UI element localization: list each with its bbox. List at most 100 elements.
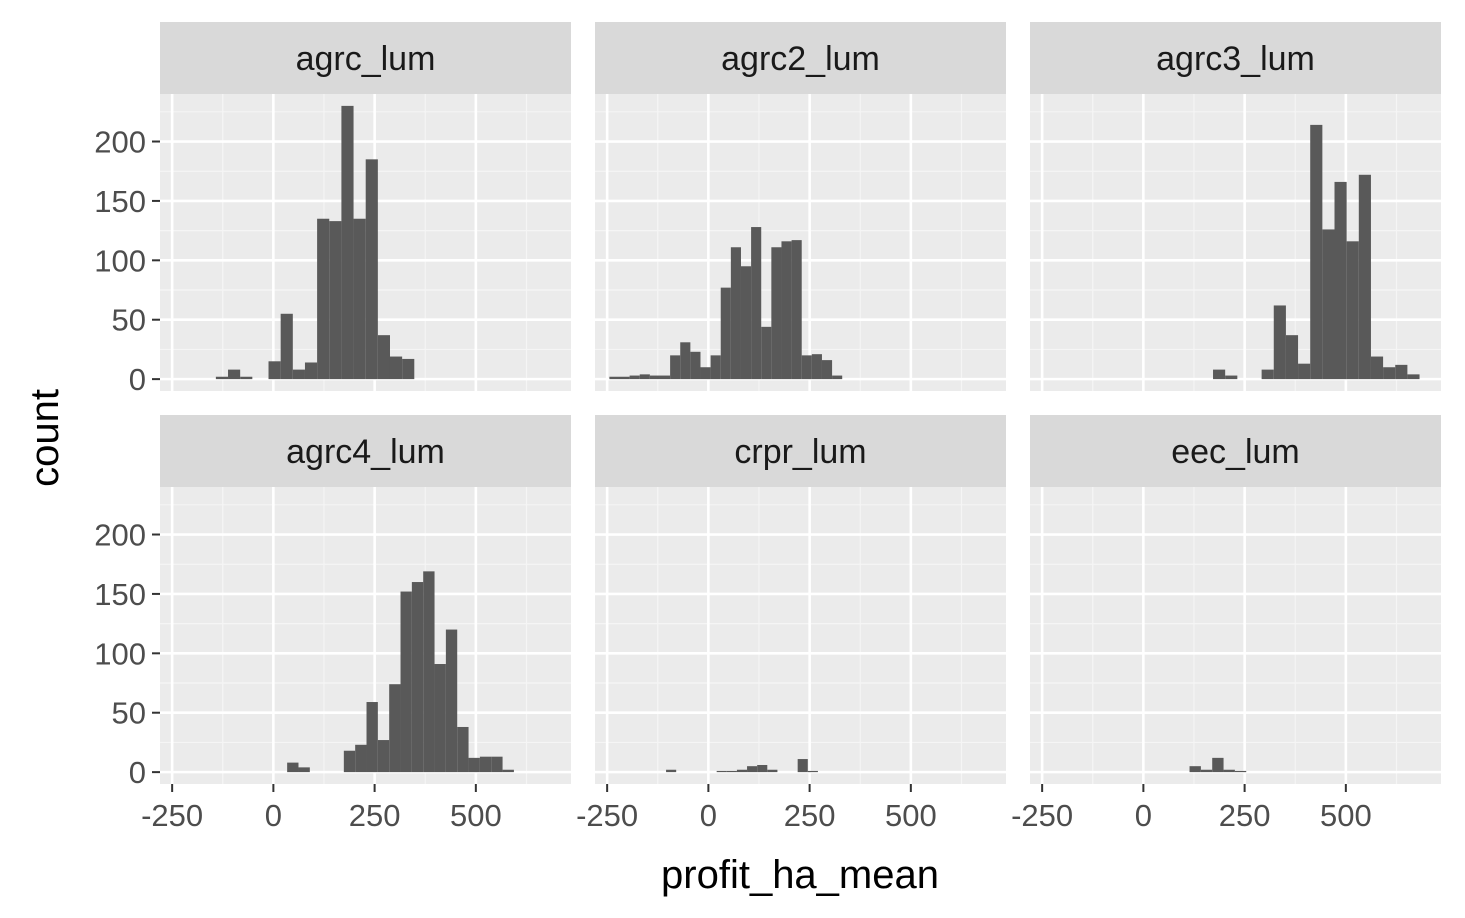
y-tick-label: 0 <box>129 362 146 397</box>
histogram-bar <box>479 756 492 773</box>
histogram-bar <box>1334 181 1347 380</box>
histogram-bar <box>1322 229 1335 380</box>
y-tick-label: 0 <box>129 755 146 790</box>
x-tick-label: 0 <box>1135 798 1152 833</box>
histogram-bar <box>761 326 772 380</box>
histogram-bar <box>1212 757 1224 773</box>
histogram-bar <box>411 582 424 773</box>
facet-strip-agrc-lum <box>160 22 571 94</box>
histogram-bar <box>445 629 458 773</box>
histogram-bar <box>1358 174 1371 380</box>
plot-area <box>595 487 1006 784</box>
histogram-bar <box>298 767 310 773</box>
histogram-bar <box>1189 766 1201 773</box>
histogram-bar <box>666 769 677 773</box>
histogram-bar <box>457 726 469 773</box>
y-tick-label: 150 <box>94 577 146 612</box>
histogram-bar <box>1261 369 1274 380</box>
panel-background <box>160 487 571 784</box>
histogram-bar <box>377 740 390 773</box>
facet-panel-crpr-lum: crpr_lum <box>595 415 1006 784</box>
histogram-bar <box>468 757 480 773</box>
y-axis-agrc-lum: 0 50 100 150 200 <box>94 125 160 397</box>
x-tick-label: -250 <box>576 798 638 833</box>
histogram-bar <box>1225 375 1238 380</box>
facet-strip-agrc3-lum <box>1030 22 1441 94</box>
x-axis-agrc4-lum: -250 0 250 500 <box>141 784 502 833</box>
histogram-bar <box>811 354 822 380</box>
histogram-bar <box>807 770 818 773</box>
y-axis-title: count <box>23 389 67 487</box>
histogram-bar <box>726 770 737 773</box>
x-tick-label: 500 <box>885 798 937 833</box>
histogram-bar <box>801 355 812 380</box>
x-tick-label: 250 <box>349 798 401 833</box>
histogram-bar <box>1346 241 1359 380</box>
histogram-bar <box>402 358 415 380</box>
facet-label-agrc2-lum: agrc2_lum <box>721 40 880 78</box>
histogram-bar <box>240 376 253 380</box>
y-tick-label: 50 <box>112 303 146 338</box>
histogram-bar <box>317 218 330 380</box>
histogram-bar <box>1285 335 1299 380</box>
histogram-bar <box>1234 770 1247 773</box>
x-axes: -250 0 250 500 -250 0 250 500 -250 0 250 500 <box>141 784 1372 833</box>
x-tick-label: 500 <box>1320 798 1372 833</box>
facet-label-eec-lum: eec_lum <box>1171 433 1300 471</box>
plot-area <box>1030 487 1441 784</box>
x-axis-crpr-lum: -250 0 250 500 <box>576 784 937 833</box>
y-tick-label: 200 <box>94 125 146 160</box>
histogram-bar <box>1200 769 1213 773</box>
histogram-bar <box>797 759 808 773</box>
y-axis-agrc4-lum: 0 50 100 150 200 <box>94 518 160 790</box>
histogram-bar <box>423 571 435 773</box>
histogram-bar <box>747 766 758 773</box>
histogram-bar <box>690 351 701 380</box>
histogram-bar <box>1407 374 1420 380</box>
y-axes: 0 50 100 150 200 0 50 100 150 200 <box>94 125 160 790</box>
histogram-bar <box>1370 356 1384 380</box>
facet-label-agrc3-lum: agrc3_lum <box>1156 40 1315 78</box>
y-tick-label: 100 <box>94 636 146 671</box>
x-tick-label: -250 <box>1011 798 1073 833</box>
plot-area <box>1030 94 1441 391</box>
histogram-bar <box>700 367 711 380</box>
histogram-bar <box>1223 769 1235 773</box>
histogram-bar <box>1395 364 1408 380</box>
histogram-bar <box>659 375 671 380</box>
x-tick-label: 250 <box>1219 798 1271 833</box>
x-tick-label: 0 <box>700 798 717 833</box>
x-tick-label: 250 <box>784 798 836 833</box>
y-tick-label: 200 <box>94 518 146 553</box>
histogram-bar <box>771 247 782 380</box>
histogram-bar <box>781 241 792 380</box>
histogram-bar <box>304 362 318 380</box>
histogram-bar <box>716 770 727 773</box>
facet-strip-eec-lum <box>1030 415 1441 487</box>
x-tick-label: -250 <box>141 798 203 833</box>
histogram-bar <box>821 360 833 380</box>
histogram-bar <box>1298 363 1311 380</box>
facet-strip-agrc4-lum <box>160 415 571 487</box>
plot-area <box>160 94 571 391</box>
histogram-bar <box>609 376 620 380</box>
y-tick-label: 50 <box>112 696 146 731</box>
histogram-bar <box>757 764 768 773</box>
histogram-bar <box>670 355 681 380</box>
histogram-bar <box>292 369 305 380</box>
histogram-bar <box>1383 367 1396 380</box>
histogram-bar <box>619 376 630 380</box>
histogram-bar <box>736 769 748 773</box>
facet-label-agrc-lum: agrc_lum <box>296 40 436 78</box>
x-axis-title: profit_ha_mean <box>661 853 939 897</box>
facet-panel-agrc2-lum: agrc2_lum <box>595 22 1006 391</box>
histogram-bar <box>502 769 514 773</box>
y-tick-label: 100 <box>94 243 146 278</box>
histogram-bar <box>341 105 354 380</box>
histogram-bar <box>287 762 299 773</box>
histogram-bar <box>365 159 378 380</box>
facet-strip-agrc2-lum <box>595 22 1006 94</box>
histogram-bar <box>280 313 293 380</box>
plot-area <box>160 487 571 784</box>
x-tick-label: 0 <box>265 798 282 833</box>
